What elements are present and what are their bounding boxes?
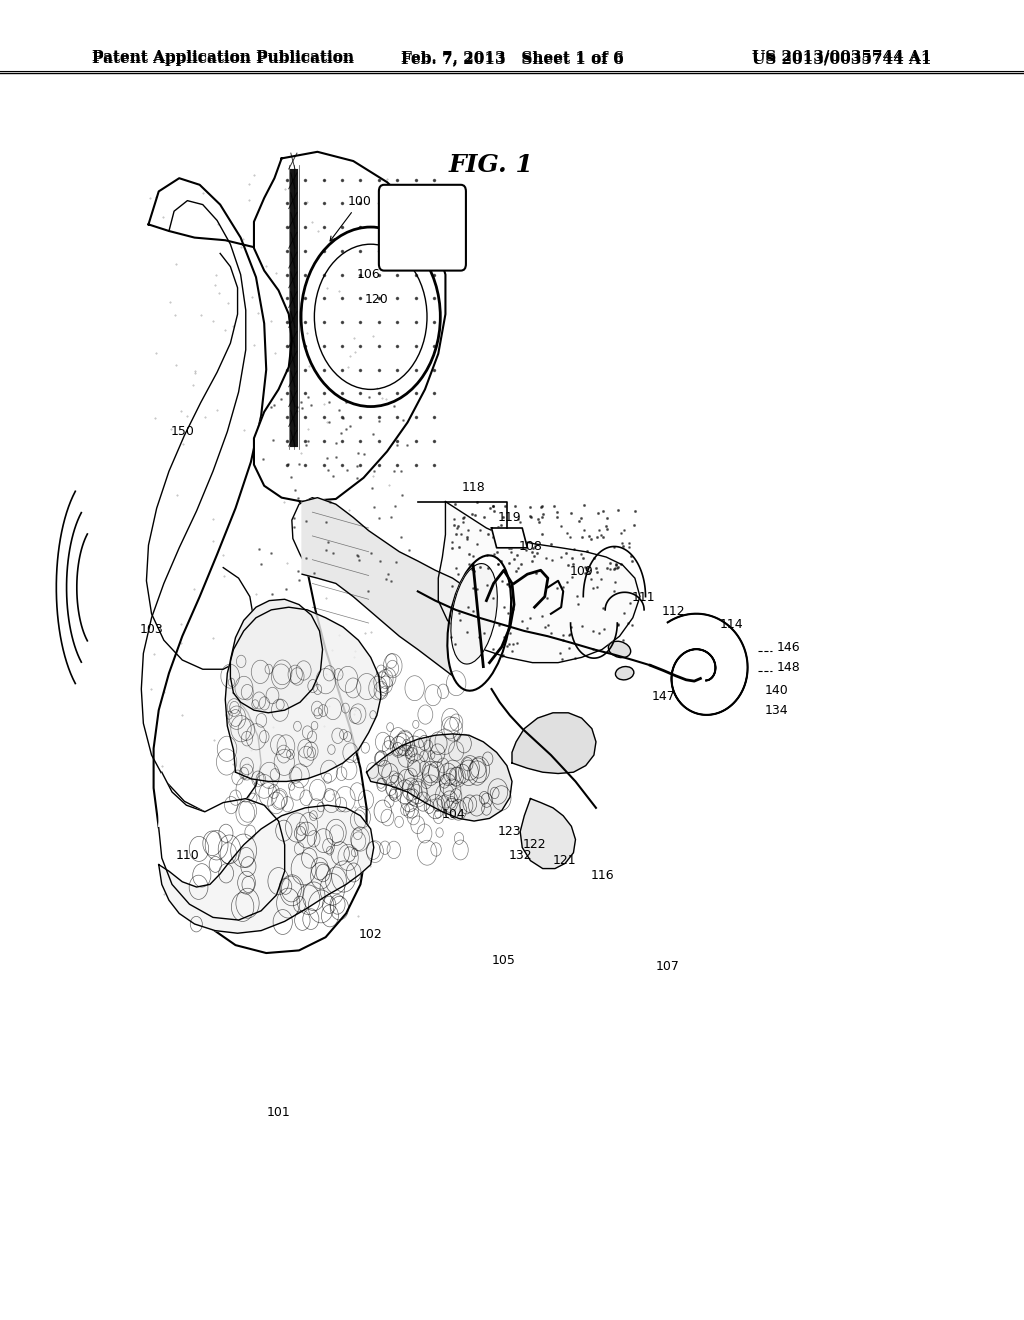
Text: 132: 132 — [508, 849, 532, 862]
Text: Patent Application Publication: Patent Application Publication — [92, 53, 354, 66]
Text: 108: 108 — [518, 540, 543, 553]
Text: Feb. 7, 2013   Sheet 1 of 6: Feb. 7, 2013 Sheet 1 of 6 — [400, 50, 624, 63]
Text: 106: 106 — [356, 268, 381, 281]
Text: 111: 111 — [631, 591, 655, 605]
Text: 101: 101 — [266, 1106, 291, 1119]
Ellipse shape — [608, 642, 631, 657]
Text: 150: 150 — [170, 425, 195, 438]
Text: 100: 100 — [330, 194, 372, 242]
Text: 148: 148 — [776, 660, 800, 673]
Polygon shape — [159, 805, 374, 933]
Polygon shape — [367, 734, 512, 821]
Polygon shape — [302, 498, 466, 689]
Text: 118: 118 — [461, 480, 485, 494]
Text: 102: 102 — [358, 928, 383, 941]
Text: US 2013/0035744 A1: US 2013/0035744 A1 — [753, 53, 932, 66]
Text: 122: 122 — [522, 838, 547, 851]
Text: Patent Application Publication: Patent Application Publication — [92, 50, 354, 63]
Text: 104: 104 — [441, 808, 466, 821]
Text: 134: 134 — [764, 704, 788, 717]
Polygon shape — [292, 498, 341, 570]
Text: 112: 112 — [662, 605, 686, 618]
Text: 114: 114 — [719, 618, 743, 631]
Polygon shape — [512, 713, 596, 774]
Text: 123: 123 — [498, 825, 522, 838]
FancyBboxPatch shape — [379, 185, 466, 271]
Text: 110: 110 — [175, 849, 200, 862]
Text: FIG. 1: FIG. 1 — [450, 153, 534, 177]
Text: 121: 121 — [552, 854, 577, 867]
Ellipse shape — [447, 556, 511, 690]
Polygon shape — [520, 799, 575, 869]
Text: 140: 140 — [764, 684, 788, 697]
Text: 109: 109 — [569, 565, 594, 578]
Polygon shape — [668, 614, 748, 715]
Text: 105: 105 — [492, 954, 516, 968]
Text: 147: 147 — [651, 690, 676, 704]
Polygon shape — [254, 152, 445, 502]
Ellipse shape — [615, 667, 634, 680]
Text: Feb. 7, 2013   Sheet 1 of 6: Feb. 7, 2013 Sheet 1 of 6 — [400, 53, 624, 66]
Polygon shape — [159, 772, 285, 920]
Text: 103: 103 — [139, 623, 164, 636]
Text: 146: 146 — [776, 640, 800, 653]
Polygon shape — [148, 178, 367, 953]
Text: 116: 116 — [590, 869, 614, 882]
Polygon shape — [438, 502, 640, 663]
Text: US 2013/0035744 A1: US 2013/0035744 A1 — [753, 50, 932, 63]
Text: 119: 119 — [498, 511, 522, 524]
Ellipse shape — [451, 564, 498, 664]
Text: 120: 120 — [365, 293, 389, 306]
Polygon shape — [225, 607, 381, 781]
Polygon shape — [492, 528, 527, 548]
Polygon shape — [230, 599, 323, 713]
Text: 107: 107 — [655, 960, 680, 973]
